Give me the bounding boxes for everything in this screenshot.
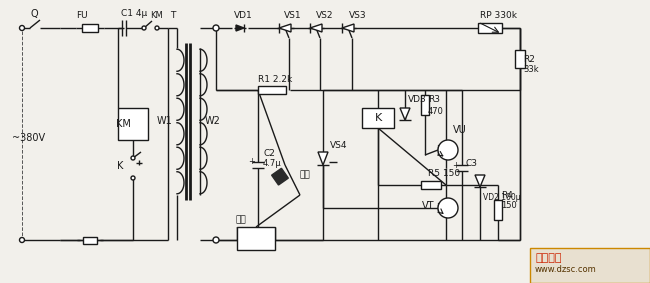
Circle shape bbox=[131, 156, 135, 160]
Text: C2: C2 bbox=[263, 149, 275, 158]
Bar bbox=[494, 200, 502, 220]
Text: 维库一下: 维库一下 bbox=[535, 253, 562, 263]
Circle shape bbox=[131, 176, 135, 180]
Polygon shape bbox=[475, 175, 485, 187]
Text: R4: R4 bbox=[501, 190, 513, 200]
Text: R1 2.2k: R1 2.2k bbox=[258, 74, 292, 83]
Text: VU: VU bbox=[453, 125, 467, 135]
Text: K: K bbox=[117, 161, 124, 171]
Bar bbox=[83, 237, 97, 244]
Bar bbox=[272, 168, 289, 185]
Bar bbox=[362, 108, 394, 128]
Bar bbox=[82, 24, 98, 32]
Text: +: + bbox=[452, 160, 459, 170]
Polygon shape bbox=[236, 25, 244, 31]
Text: C3: C3 bbox=[465, 158, 477, 168]
Circle shape bbox=[213, 237, 219, 243]
Text: W2: W2 bbox=[205, 116, 221, 126]
Text: K: K bbox=[374, 113, 382, 123]
Text: R3: R3 bbox=[428, 95, 440, 104]
Text: 150: 150 bbox=[501, 201, 517, 211]
Bar bbox=[421, 181, 441, 189]
Text: www.dzsc.com: www.dzsc.com bbox=[535, 265, 597, 275]
Bar bbox=[118, 108, 148, 140]
Text: KM: KM bbox=[116, 119, 131, 129]
Text: VD3: VD3 bbox=[408, 95, 427, 104]
Bar bbox=[421, 95, 429, 115]
Circle shape bbox=[438, 140, 458, 160]
Polygon shape bbox=[400, 108, 410, 120]
Bar bbox=[515, 50, 525, 68]
Polygon shape bbox=[318, 152, 328, 165]
Text: KM: KM bbox=[150, 10, 162, 20]
Text: VS4: VS4 bbox=[330, 140, 348, 149]
Text: VT: VT bbox=[422, 201, 434, 211]
Text: R2: R2 bbox=[523, 55, 535, 65]
Text: 4.7μ: 4.7μ bbox=[263, 158, 281, 168]
Circle shape bbox=[213, 25, 219, 31]
Text: T: T bbox=[170, 12, 176, 20]
Circle shape bbox=[20, 25, 25, 31]
Text: VS2: VS2 bbox=[316, 10, 333, 20]
Polygon shape bbox=[279, 24, 291, 32]
Text: VD2 100μ: VD2 100μ bbox=[483, 192, 521, 201]
Text: 470: 470 bbox=[428, 108, 444, 117]
Text: VD1: VD1 bbox=[234, 10, 253, 20]
Text: 焊条: 焊条 bbox=[300, 170, 311, 179]
Text: +: + bbox=[248, 158, 255, 166]
Polygon shape bbox=[310, 24, 322, 32]
Text: FU: FU bbox=[76, 12, 88, 20]
Text: VS1: VS1 bbox=[284, 10, 302, 20]
Circle shape bbox=[142, 26, 146, 30]
Bar bbox=[237, 227, 275, 250]
Text: VS3: VS3 bbox=[349, 10, 367, 20]
Circle shape bbox=[438, 198, 458, 218]
Text: 33k: 33k bbox=[523, 65, 539, 74]
Bar bbox=[258, 86, 286, 94]
Bar bbox=[478, 23, 502, 33]
Text: 焊件: 焊件 bbox=[235, 215, 246, 224]
Text: C1 4μ: C1 4μ bbox=[121, 10, 148, 18]
Text: RP 330k: RP 330k bbox=[480, 10, 517, 20]
Polygon shape bbox=[342, 24, 354, 32]
Text: Q: Q bbox=[30, 9, 38, 19]
Text: ~380V: ~380V bbox=[12, 133, 45, 143]
Bar bbox=[530, 248, 650, 283]
Circle shape bbox=[155, 26, 159, 30]
Text: R5 150: R5 150 bbox=[428, 168, 460, 177]
Text: W1: W1 bbox=[157, 116, 173, 126]
Circle shape bbox=[20, 237, 25, 243]
